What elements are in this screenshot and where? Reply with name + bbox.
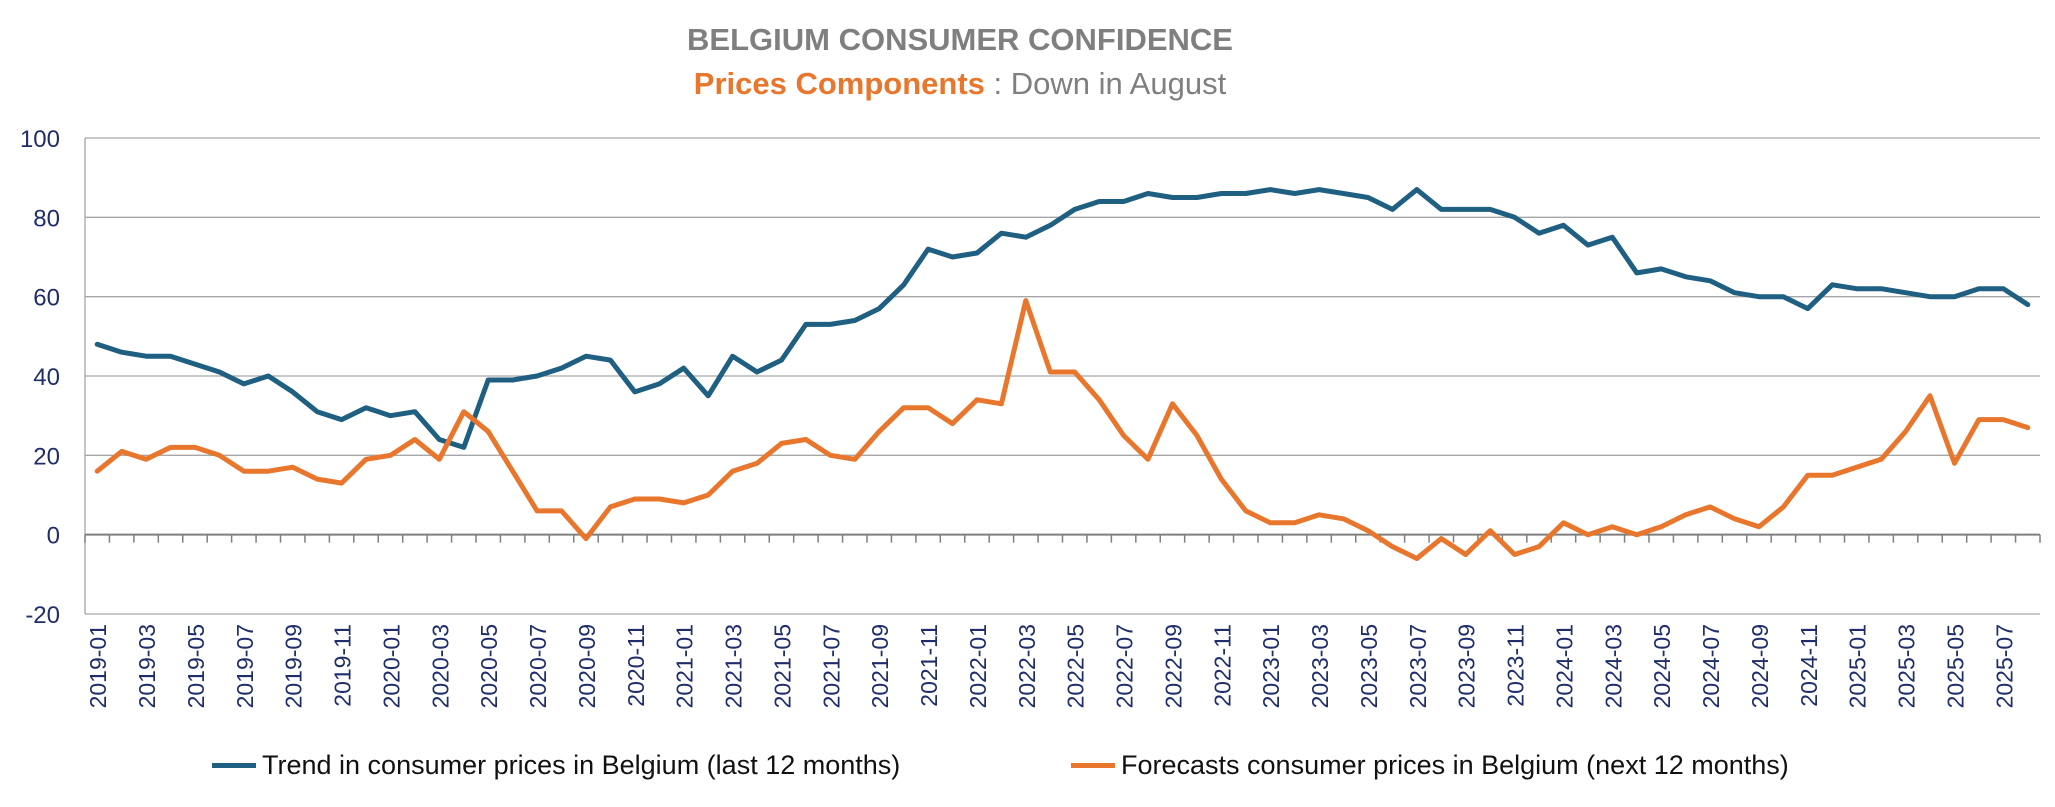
- x-tick-label: 2023-01: [1258, 624, 1284, 708]
- subtitle-rest: Down in August: [1010, 66, 1227, 101]
- x-tick-label: 2024-07: [1698, 624, 1724, 708]
- x-tick-label: 2020-05: [476, 624, 502, 708]
- x-tick-label: 2022-05: [1063, 624, 1089, 708]
- x-tick-label: 2023-11: [1503, 624, 1529, 707]
- subtitle-separator: :: [984, 66, 1011, 101]
- x-tick-label: 2021-05: [769, 624, 795, 708]
- x-tick-label: 2025-01: [1845, 624, 1871, 708]
- chart-title: BELGIUM CONSUMER CONFIDENCE: [687, 22, 1233, 57]
- x-tick-label: 2024-03: [1600, 624, 1626, 708]
- x-tick-label: 2021-11: [916, 624, 942, 707]
- legend-swatch-trend: [212, 763, 256, 768]
- subtitle-highlight: Prices Components: [693, 66, 985, 101]
- x-tick-label: 2024-09: [1747, 624, 1773, 708]
- x-tick-label: 2020-01: [378, 624, 404, 708]
- x-tick-label: 2024-05: [1649, 624, 1675, 708]
- x-tick-label: 2020-11: [623, 624, 649, 707]
- x-tick-label: 2023-07: [1405, 624, 1431, 708]
- y-tick-label: 20: [33, 443, 60, 470]
- x-tick-label: 2021-01: [672, 624, 698, 708]
- y-tick-label: -20: [25, 602, 60, 629]
- y-tick-label: 60: [33, 285, 60, 312]
- x-tick-label: 2022-11: [1209, 624, 1235, 707]
- legend-item-forecast: Forecasts consumer prices in Belgium (ne…: [1071, 750, 1789, 781]
- chart-subtitle: Prices Components : Down in August: [0, 66, 1920, 102]
- y-tick-label: 100: [20, 126, 60, 153]
- y-tick-label: 80: [33, 205, 60, 232]
- legend-swatch-forecast: [1071, 763, 1115, 768]
- legend: Trend in consumer prices in Belgium (las…: [0, 750, 2055, 790]
- x-tick-label: 2022-03: [1014, 624, 1040, 708]
- x-tick-label: 2022-07: [1112, 624, 1138, 708]
- x-tick-label: 2025-03: [1894, 624, 1920, 708]
- x-tick-label: 2020-07: [525, 624, 551, 708]
- x-tick-label: 2024-01: [1551, 624, 1577, 708]
- x-tick-label: 2023-05: [1356, 624, 1382, 708]
- legend-item-trend: Trend in consumer prices in Belgium (las…: [212, 750, 900, 781]
- series-line-trend: [94, 187, 2031, 450]
- x-tick-label: 2025-07: [1991, 624, 2017, 708]
- legend-label-trend: Trend in consumer prices in Belgium (las…: [262, 750, 901, 780]
- x-tick-label: 2020-09: [574, 624, 600, 708]
- x-tick-label: 2023-03: [1307, 624, 1333, 708]
- x-tick-label: 2021-07: [818, 624, 844, 708]
- x-tick-label: 2025-05: [1942, 624, 1968, 708]
- x-tick-label: 2019-01: [85, 624, 111, 708]
- x-tick-label: 2020-03: [427, 624, 453, 708]
- x-tick-label: 2023-09: [1454, 624, 1480, 708]
- x-tick-label: 2022-01: [965, 624, 991, 708]
- x-tick-label: 2019-05: [183, 624, 209, 708]
- series-line-forecast: [94, 298, 2031, 561]
- x-tick-label: 2022-09: [1160, 624, 1186, 708]
- y-tick-label: 40: [33, 364, 60, 391]
- x-tick-label: 2019-03: [134, 624, 160, 708]
- legend-label-forecast: Forecasts consumer prices in Belgium (ne…: [1121, 750, 1789, 780]
- y-tick-label: 0: [47, 523, 60, 550]
- x-tick-label: 2019-07: [232, 624, 258, 708]
- x-tick-label: 2021-03: [721, 624, 747, 708]
- x-tick-label: 2024-11: [1796, 624, 1822, 707]
- x-tick-label: 2019-11: [330, 624, 356, 707]
- x-tick-label: 2019-09: [281, 624, 307, 708]
- x-tick-label: 2021-09: [867, 624, 893, 708]
